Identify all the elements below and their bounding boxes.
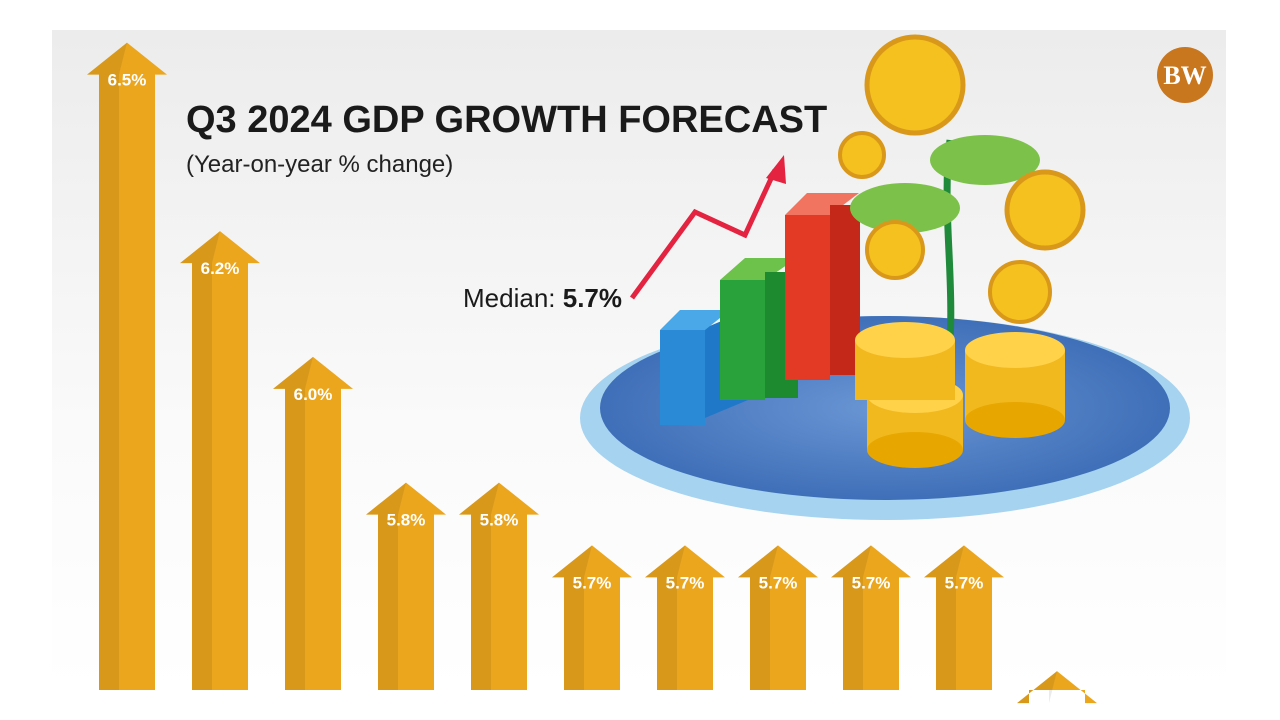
- arrow-shade: [645, 545, 685, 690]
- arrows: 6.5% 6.2% 6.0% 5.8% 5.8% 5.7% 5.7% 5.7% 5.7% 5.7%: [87, 42, 1097, 704]
- logo: BW: [1163, 61, 1206, 90]
- annotation-value: 5.7%: [563, 283, 622, 313]
- arrow-shade: [1017, 671, 1057, 704]
- arrow-shade: [87, 42, 127, 691]
- value-label: 5.8%: [387, 511, 426, 530]
- value-label: 5.7%: [945, 573, 984, 592]
- illustration: [580, 34, 1190, 520]
- arrow-bar: [273, 356, 353, 690]
- arrow-bar: [87, 42, 167, 691]
- annotation: Median: 5.7%: [463, 283, 622, 313]
- value-label: 5.7%: [852, 573, 891, 592]
- value-label: 6.5%: [108, 71, 147, 90]
- arrow-bar: [738, 545, 818, 690]
- arrow-shade: [738, 545, 778, 690]
- arrow-bar: [1017, 671, 1097, 704]
- value-label: 6.2%: [201, 259, 240, 278]
- arrow-shade: [459, 482, 499, 690]
- arrow-shade: [273, 356, 313, 690]
- value-label: 5.7%: [759, 573, 798, 592]
- arrow-shade: [366, 482, 406, 690]
- arrow-bar: [180, 231, 260, 690]
- arrow-shade: [180, 231, 220, 690]
- arrow-bar: [552, 545, 632, 690]
- arrow-bar: [645, 545, 725, 690]
- arrow-bar: [924, 545, 1004, 690]
- arrow-shade: [831, 545, 871, 690]
- arrow-shade: [552, 545, 592, 690]
- value-label: 5.7%: [666, 573, 705, 592]
- arrow-bar: [459, 482, 539, 690]
- chart-subtitle: (Year-on-year % change): [186, 151, 453, 178]
- arrow-bar: [831, 545, 911, 690]
- annotation-label: Median:: [463, 283, 556, 313]
- arrow-shade: [924, 545, 964, 690]
- arrow-bar: [366, 482, 446, 690]
- logo-badge: [1157, 47, 1213, 103]
- value-label: 5.8%: [480, 511, 519, 530]
- value-label: 5.7%: [573, 573, 612, 592]
- chart-title: Q3 2024 GDP GROWTH FORECAST: [186, 99, 827, 141]
- value-label: 6.0%: [294, 385, 333, 404]
